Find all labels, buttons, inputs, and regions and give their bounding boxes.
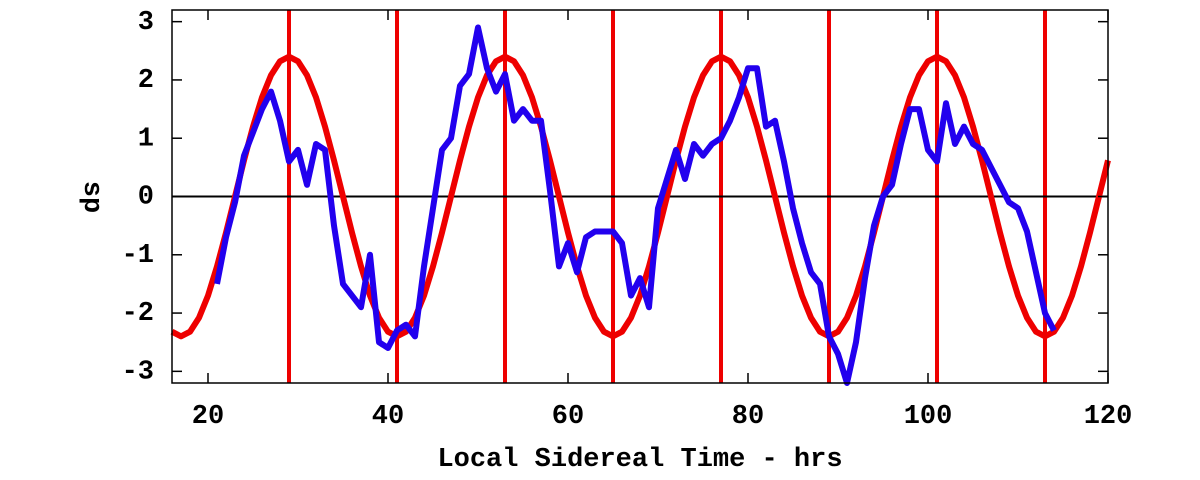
x-tick-label: 40: [372, 402, 404, 432]
x-tick-label: 80: [732, 402, 764, 432]
series-line: [214, 24, 1057, 386]
y-tick-label: 2: [138, 66, 154, 96]
y-tick-label: -3: [122, 357, 154, 387]
y-tick-label: 3: [138, 8, 154, 38]
series-line: [170, 53, 1111, 340]
x-tick-label: 120: [1084, 402, 1133, 432]
y-tick-label: -1: [122, 241, 154, 271]
x-tick-label: 100: [904, 402, 953, 432]
y-tick-label: 0: [138, 183, 154, 213]
x-tick-label: 60: [552, 402, 584, 432]
x-axis-label: Local Sidereal Time - hrs: [437, 445, 842, 475]
x-tick-label: 20: [192, 402, 224, 432]
y-axis-label: sp: [76, 181, 106, 213]
y-tick-label: -2: [122, 299, 154, 329]
y-tick-label: 1: [138, 124, 154, 154]
